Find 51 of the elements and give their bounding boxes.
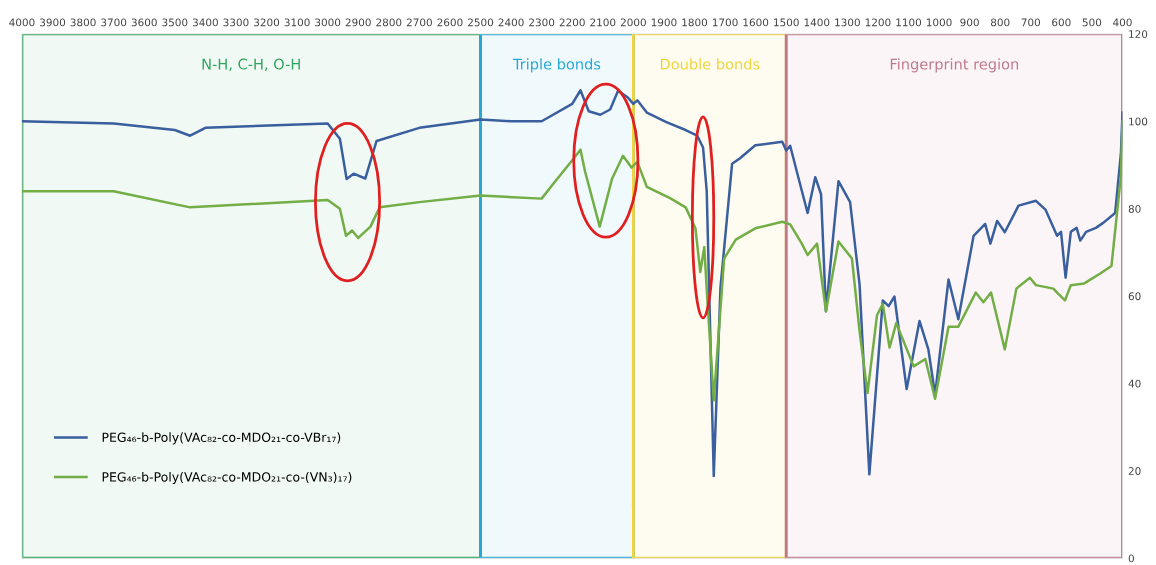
x-tick-label: 800	[990, 18, 1010, 27]
y-tick-label: 20	[1128, 467, 1141, 475]
x-tick-label: 1000	[926, 18, 952, 27]
x-tick-label: 3600	[131, 18, 157, 27]
y-tick-label: 40	[1128, 379, 1141, 388]
x-tick-label: 2900	[345, 18, 371, 27]
x-tick-label: 700	[1021, 18, 1041, 27]
x-tick-label: 3900	[40, 18, 66, 27]
x-tick-label: 3200	[254, 18, 280, 27]
x-tick-label: 2300	[529, 18, 555, 27]
x-tick-label: 1600	[743, 18, 769, 27]
x-tick-label: 1100	[896, 18, 922, 27]
x-tick-label: 4000	[9, 18, 35, 27]
line-series	[21, 120, 1123, 402]
x-tick-label: 900	[960, 18, 979, 27]
y-tick-label: 80	[1128, 204, 1141, 213]
x-tick-label: 1500	[774, 18, 799, 27]
x-tick-label: 3700	[101, 18, 127, 27]
band-label: N-H, C-H, O-H	[202, 58, 300, 72]
x-tick-label: 2100	[590, 18, 616, 27]
x-tick-label: 2700	[406, 18, 432, 27]
x-tick-label: 3500	[162, 18, 188, 27]
x-tick-label: 3100	[284, 18, 310, 27]
legend-label: PEG₄₆-b-Poly(VAc₈₂-co-MDO₂₁-co-(VN₃)₁₇)	[102, 471, 352, 485]
y-tick-label: 60	[1128, 292, 1141, 301]
x-tick-label: 500	[1082, 18, 1102, 27]
x-tick-label: 1800	[682, 18, 708, 27]
x-tick-label: 2400	[498, 18, 524, 27]
x-tick-label: 2600	[437, 18, 463, 27]
legend-label: PEG₄₆-b-Poly(VAc₈₂-co-MDO₂₁-co-VBr₁₇)	[102, 432, 341, 445]
x-tick-label: 1900	[651, 18, 677, 27]
y-tick-label: 0	[1128, 554, 1134, 563]
band-label: Triple bonds	[512, 58, 601, 73]
x-tick-label: 2800	[376, 18, 402, 27]
band-label: Fingerprint region	[890, 58, 1019, 73]
x-tick-label: 3000	[315, 18, 341, 27]
x-tick-label: 1400	[804, 18, 830, 27]
x-tick-label: 1200	[865, 18, 891, 27]
y-tick-label: 100	[1129, 117, 1148, 126]
x-tick-label: 2200	[559, 18, 585, 27]
x-tick-label: 2500	[468, 18, 494, 27]
x-tick-label: 1300	[835, 18, 860, 27]
x-tick-label: 3800	[70, 18, 96, 27]
x-tick-label: 3400	[192, 18, 218, 27]
x-tick-label: 3300	[223, 18, 249, 27]
x-tick-label: 1700	[712, 18, 738, 27]
x-tick-label: 400	[1113, 18, 1132, 27]
x-tick-label: 2000	[620, 18, 646, 27]
y-tick-label: 120	[1129, 30, 1148, 39]
x-tick-label: 600	[1052, 18, 1071, 27]
band-label: Double bonds	[660, 58, 760, 70]
